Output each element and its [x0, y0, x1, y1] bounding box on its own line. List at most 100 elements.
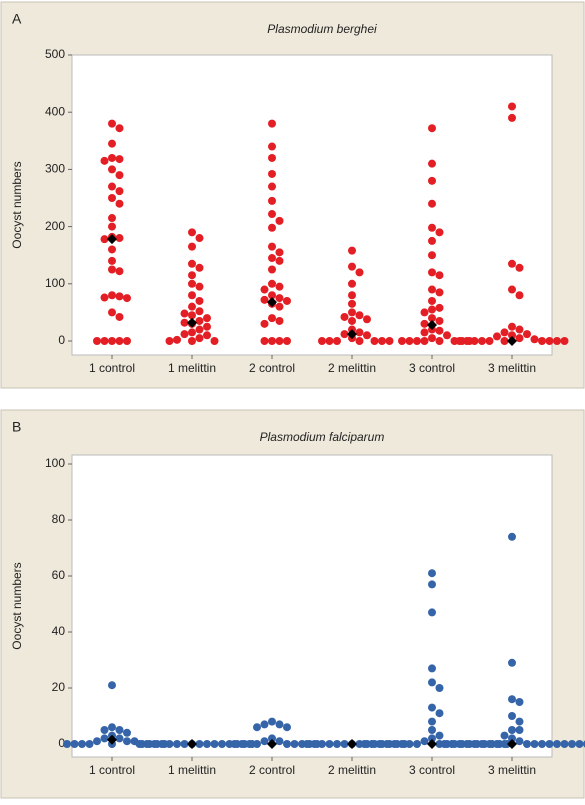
data-point — [348, 262, 356, 271]
data-point — [188, 242, 196, 251]
x-tick-label: 2 melittin — [328, 763, 376, 777]
data-point — [123, 728, 131, 737]
data-point — [108, 681, 116, 690]
data-point — [378, 337, 386, 345]
data-point — [370, 337, 379, 345]
data-point — [188, 311, 196, 320]
data-point — [515, 334, 524, 343]
data-point — [260, 319, 269, 328]
data-point — [100, 235, 109, 244]
data-point — [333, 740, 341, 748]
data-point — [188, 302, 196, 311]
data-point — [463, 740, 471, 748]
data-point — [158, 740, 166, 748]
data-point — [435, 271, 444, 280]
data-point — [70, 740, 79, 748]
data-point — [560, 740, 569, 748]
data-point — [100, 293, 109, 302]
data-point — [108, 337, 116, 345]
data-point — [283, 296, 291, 305]
median-marker — [427, 739, 437, 749]
panel-label: B — [12, 419, 21, 435]
data-point — [108, 139, 116, 148]
data-point — [340, 312, 349, 321]
data-point — [100, 726, 109, 734]
data-point — [275, 294, 284, 303]
data-point — [530, 335, 539, 344]
data-point — [383, 740, 391, 748]
data-point — [485, 337, 494, 345]
data-point — [575, 740, 584, 748]
data-point — [508, 726, 516, 734]
data-point — [435, 228, 444, 237]
data-point — [355, 268, 364, 277]
data-point — [428, 199, 436, 208]
data-point — [283, 740, 291, 748]
data-point — [260, 295, 269, 304]
data-point — [325, 740, 334, 748]
y-tick-label: 20 — [52, 680, 66, 694]
data-point — [230, 740, 239, 748]
data-point — [268, 337, 276, 345]
data-point — [420, 337, 429, 345]
y-tick-label: 0 — [58, 736, 65, 750]
data-point — [290, 740, 299, 748]
y-tick-label: 500 — [45, 47, 65, 61]
data-point — [538, 740, 546, 748]
data-point — [515, 726, 524, 734]
data-point — [310, 740, 319, 748]
data-point — [108, 214, 116, 223]
data-point — [428, 305, 436, 314]
data-point — [508, 331, 516, 340]
data-point — [180, 309, 189, 318]
data-point — [78, 740, 86, 748]
data-point — [340, 330, 349, 339]
data-point — [195, 316, 204, 325]
data-point — [515, 737, 524, 746]
x-tick-label: 3 melittin — [488, 763, 536, 777]
data-point — [115, 171, 124, 180]
data-point — [420, 328, 429, 337]
data-point — [123, 737, 131, 746]
median-marker — [507, 739, 517, 749]
x-tick-label: 3 control — [409, 361, 455, 375]
y-tick-label: 100 — [45, 456, 65, 470]
data-point — [135, 740, 144, 748]
data-point — [523, 740, 531, 748]
data-point — [428, 236, 436, 245]
data-point — [188, 291, 196, 300]
data-point — [413, 337, 421, 345]
data-point — [275, 256, 284, 265]
data-point — [500, 731, 509, 740]
data-point — [368, 740, 376, 748]
data-point — [268, 314, 276, 323]
data-point — [195, 325, 204, 334]
x-tick-label: 2 control — [249, 361, 295, 375]
data-point — [405, 740, 414, 748]
data-point — [115, 155, 124, 164]
data-point — [108, 723, 116, 732]
data-point — [348, 279, 356, 288]
data-point — [188, 337, 196, 345]
data-point — [318, 337, 326, 345]
data-point — [435, 303, 444, 312]
data-point — [428, 285, 436, 294]
data-point — [268, 210, 276, 219]
data-point — [275, 316, 284, 325]
data-point — [508, 113, 516, 122]
median-marker — [267, 739, 277, 749]
data-point — [260, 285, 269, 294]
data-point — [470, 740, 479, 748]
data-point — [420, 737, 429, 746]
data-point — [275, 282, 284, 291]
data-point — [93, 337, 101, 345]
data-point — [115, 267, 124, 276]
data-point — [143, 740, 151, 748]
data-point — [85, 740, 94, 748]
data-point — [435, 337, 444, 345]
data-point — [455, 740, 464, 748]
data-point — [268, 717, 276, 726]
data-point — [180, 740, 189, 748]
y-tick-label: 40 — [52, 624, 66, 638]
plot-area — [71, 54, 553, 356]
